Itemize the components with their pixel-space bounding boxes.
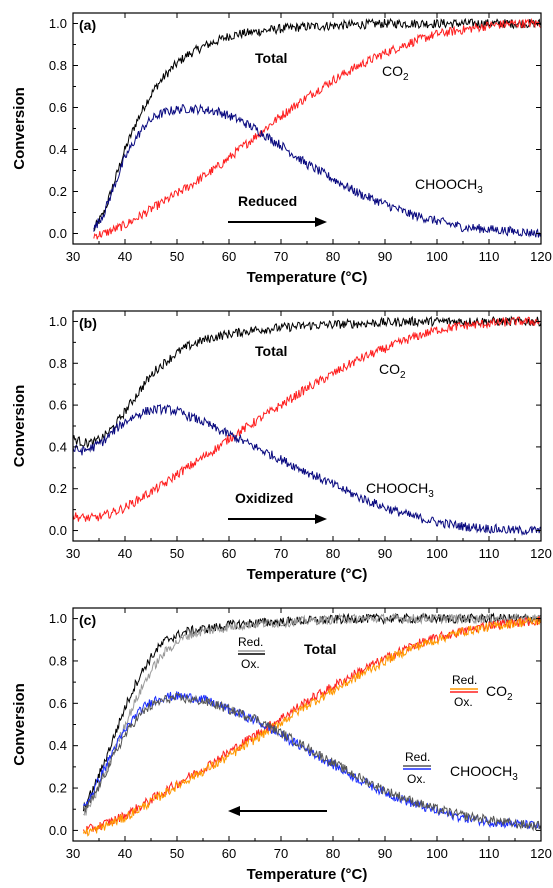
y-axis-title: Conversion	[11, 87, 28, 170]
x-tick-label: 60	[222, 249, 236, 264]
x-tick-label: 40	[118, 249, 132, 264]
y-tick-label: 0.2	[49, 781, 67, 796]
reduced-label: Reduced	[238, 193, 297, 209]
co2-label: CO2	[379, 361, 406, 381]
x-axis-title: Temperature (°C)	[247, 866, 368, 883]
total-label: Total	[255, 50, 287, 66]
series-line-chooch3	[93, 103, 542, 238]
panel-label: (c)	[79, 612, 96, 628]
series-line-co2	[93, 17, 542, 240]
x-tick-label: 70	[274, 546, 288, 561]
series-line-chooch3-ox-	[82, 691, 542, 830]
x-tick-label: 80	[326, 846, 340, 861]
x-tick-label: 50	[170, 249, 184, 264]
x-axis-title: Temperature (°C)	[247, 566, 368, 583]
chooch3-label: CHOOCH3	[415, 176, 483, 196]
co2-label: CO2	[382, 63, 409, 83]
direction-arrow-icon	[228, 806, 327, 816]
y-tick-label: 0.2	[49, 184, 67, 199]
legend-ox-label: Ox.	[407, 772, 426, 786]
x-tick-label: 50	[170, 846, 184, 861]
direction-arrow-icon	[228, 514, 327, 524]
x-tick-label: 70	[274, 249, 288, 264]
x-tick-label: 60	[222, 846, 236, 861]
x-tick-label: 70	[274, 846, 288, 861]
y-tick-label: 0.4	[49, 142, 67, 157]
x-tick-label: 100	[426, 846, 448, 861]
x-tick-label: 50	[170, 546, 184, 561]
x-tick-label: 40	[118, 846, 132, 861]
y-tick-label: 0.0	[49, 226, 67, 241]
plot-frame	[72, 12, 542, 245]
x-tick-label: 110	[479, 249, 500, 264]
y-tick-label: 0.0	[49, 823, 67, 838]
series-line-chooch3	[72, 404, 542, 536]
y-tick-label: 0.4	[49, 439, 67, 454]
legend-red-label: Red.	[238, 635, 263, 649]
x-axis-title: Temperature (°C)	[247, 269, 368, 286]
x-tick-label: 110	[479, 846, 500, 861]
legend-red-label: Red.	[452, 673, 477, 687]
y-tick-label: 1.0	[49, 16, 67, 31]
x-tick-label: 30	[66, 546, 80, 561]
x-tick-label: 120	[530, 249, 552, 264]
chart-panel-2: 30 40 50 60 70 80 90 100 110 120 0.0 0.2 0.4 0.6 0.8 1.…	[11, 607, 552, 883]
co2-label: CO2	[486, 683, 513, 703]
panel-label: (a)	[79, 17, 96, 33]
y-tick-label: 0.0	[49, 523, 67, 538]
x-tick-label: 60	[222, 546, 236, 561]
y-tick-label: 1.0	[49, 611, 67, 626]
x-tick-label: 110	[479, 546, 500, 561]
y-tick-label: 0.2	[49, 481, 67, 496]
y-tick-label: 0.6	[49, 100, 67, 115]
series-line-co2	[72, 316, 542, 522]
x-tick-label: 120	[530, 846, 552, 861]
y-tick-label: 0.4	[49, 738, 67, 753]
x-tick-label: 90	[378, 249, 392, 264]
chart-panel-0: 30 40 50 60 70 80 90 100 110 120 0.0 0.2 0.4 0.6 0.8 1.…	[11, 12, 552, 286]
y-tick-label: 1.0	[49, 314, 67, 329]
x-tick-label: 40	[118, 546, 132, 561]
x-tick-label: 30	[66, 846, 80, 861]
chooch3-label: CHOOCH3	[450, 763, 518, 783]
total-label: Total	[255, 343, 287, 359]
x-tick-label: 120	[530, 546, 552, 561]
x-tick-label: 80	[326, 249, 340, 264]
y-tick-label: 0.8	[49, 58, 67, 73]
y-axis-title: Conversion	[11, 683, 28, 766]
x-tick-label: 90	[378, 546, 392, 561]
y-tick-label: 0.8	[49, 653, 67, 668]
series-line-co2-red-	[82, 616, 542, 837]
legend-red-label: Red.	[405, 750, 430, 764]
chooch3-label: CHOOCH3	[366, 480, 434, 500]
y-axis-title: Conversion	[11, 385, 28, 468]
plot-frame	[72, 310, 542, 542]
direction-arrow-icon	[228, 217, 327, 227]
series-line-chooch3-red-	[83, 692, 542, 832]
x-tick-label: 100	[426, 249, 448, 264]
y-tick-label: 0.6	[49, 696, 67, 711]
series-line-total	[93, 17, 542, 232]
series-line-total	[72, 315, 542, 449]
x-tick-label: 100	[426, 546, 448, 561]
legend-ox-label: Ox.	[454, 695, 473, 709]
x-tick-label: 30	[66, 249, 80, 264]
oxidized-label: Oxidized	[235, 490, 293, 506]
x-tick-label: 90	[378, 846, 392, 861]
total-label: Total	[304, 641, 336, 657]
y-tick-label: 0.8	[49, 356, 67, 371]
panel-label: (b)	[79, 315, 97, 331]
chart-panel-1: 30 40 50 60 70 80 90 100 110 120 0.0 0.2 0.4 0.6 0.8 1.…	[11, 310, 552, 583]
legend-ox-label: Ox.	[241, 657, 260, 671]
series-line-total-red-	[83, 612, 542, 816]
x-tick-label: 80	[326, 546, 340, 561]
y-tick-label: 0.6	[49, 398, 67, 413]
